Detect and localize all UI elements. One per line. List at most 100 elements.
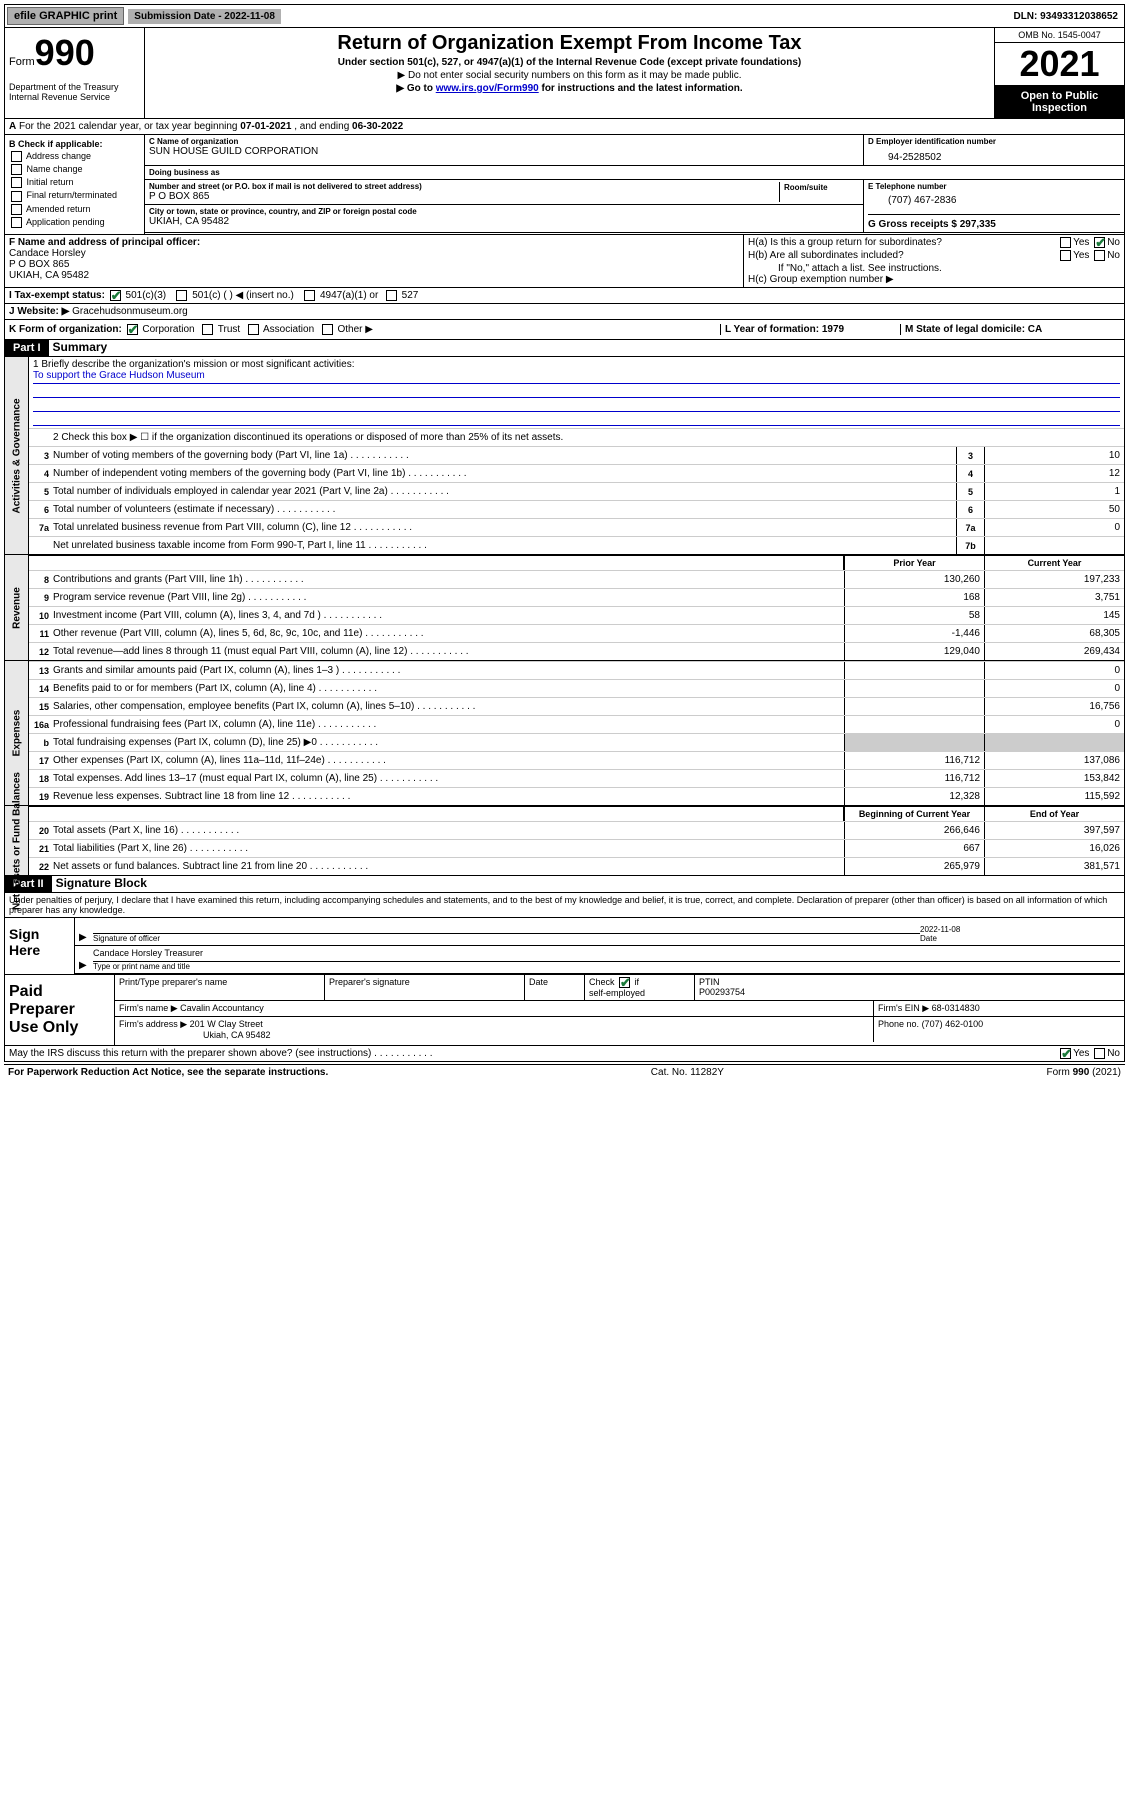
org-name: SUN HOUSE GUILD CORPORATION	[149, 146, 859, 157]
city-label: City or town, state or province, country…	[149, 207, 859, 216]
g-gross: G Gross receipts $ 297,335	[868, 219, 996, 230]
line-text: Contributions and grants (Part VIII, lin…	[53, 573, 844, 586]
cb-trust[interactable]	[202, 324, 213, 335]
firm-ein: 68-0314830	[932, 1003, 980, 1013]
prior-value	[844, 734, 984, 751]
prior-value	[844, 716, 984, 733]
prior-value: 265,979	[844, 858, 984, 875]
dba-row: Doing business as	[145, 166, 1124, 180]
current-value: 269,434	[984, 643, 1124, 660]
phone-value: (707) 467-2836	[868, 191, 1120, 214]
ha-no[interactable]	[1094, 237, 1105, 248]
cb-app-pending[interactable]	[11, 217, 22, 228]
prep-phone: (707) 462-0100	[922, 1019, 984, 1029]
part2-header-row: Part II Signature Block	[4, 876, 1125, 893]
dln-label: DLN: 93493312038652	[1007, 9, 1124, 24]
line-text: Total expenses. Add lines 13–17 (must eq…	[53, 772, 844, 785]
room-suite: Room/suite	[779, 182, 859, 202]
cb-initial-return[interactable]	[11, 177, 22, 188]
side-rev: Revenue	[5, 555, 29, 660]
line-text: Net unrelated business taxable income fr…	[53, 539, 956, 552]
street-value: P O BOX 865	[149, 191, 779, 202]
hb-no[interactable]	[1094, 250, 1105, 261]
cb-corp[interactable]	[127, 324, 138, 335]
header-right: OMB No. 1545-0047 2021 Open to PublicIns…	[994, 28, 1124, 118]
efile-print-button[interactable]: efile GRAPHIC print	[7, 7, 124, 25]
form-header: Form990 Department of the TreasuryIntern…	[4, 28, 1125, 119]
current-value: 0	[984, 662, 1124, 679]
tax-year: 2021	[995, 43, 1124, 86]
officer-name: Candace Horsley	[9, 248, 86, 259]
ha-yes[interactable]	[1060, 237, 1071, 248]
cb-self-employed[interactable]	[619, 977, 630, 988]
officer-addr1: P O BOX 865	[9, 259, 69, 270]
cb-assoc[interactable]	[248, 324, 259, 335]
current-value: 381,571	[984, 858, 1124, 875]
cb-501c[interactable]	[176, 290, 187, 301]
cb-address-change[interactable]	[11, 151, 22, 162]
current-value: 0	[984, 680, 1124, 697]
k-label: K Form of organization:	[9, 324, 122, 335]
d-label: D Employer identification number	[868, 137, 1120, 146]
date-label: Date	[920, 934, 937, 943]
side-gov: Activities & Governance	[5, 357, 29, 554]
opt-assoc: Association	[263, 324, 314, 335]
ptin-label: PTIN	[699, 977, 720, 987]
prior-value: 130,260	[844, 571, 984, 588]
cb-label: Application pending	[26, 217, 105, 227]
discuss-no[interactable]	[1094, 1048, 1105, 1059]
submission-date: Submission Date - 2022-11-08	[128, 9, 281, 24]
row-a-tax-year: A For the 2021 calendar year, or tax yea…	[4, 119, 1125, 135]
discuss-yes[interactable]	[1060, 1048, 1071, 1059]
cb-other[interactable]	[322, 324, 333, 335]
addr-left: Number and street (or P.O. box if mail i…	[145, 180, 864, 232]
ha-label: H(a) Is this a group return for subordin…	[748, 237, 942, 248]
current-value: 3,751	[984, 589, 1124, 606]
cb-527[interactable]	[386, 290, 397, 301]
line-text: Grants and similar amounts paid (Part IX…	[53, 664, 844, 677]
firm-ein-label: Firm's EIN ▶	[878, 1003, 929, 1013]
hb-yes[interactable]	[1060, 250, 1071, 261]
prep-hdr-date: Date	[529, 977, 548, 987]
mission-text: To support the Grace Hudson Museum	[33, 370, 1120, 384]
header-mid: Return of Organization Exempt From Incom…	[145, 28, 994, 118]
i-label: I Tax-exempt status:	[9, 290, 105, 301]
line-text: Number of voting members of the governin…	[53, 449, 956, 462]
line-text: Total fundraising expenses (Part IX, col…	[53, 736, 844, 749]
form-number: 990	[35, 32, 95, 73]
cb-final-return[interactable]	[11, 191, 22, 202]
i-row: I Tax-exempt status: 501(c)(3) 501(c) ( …	[4, 288, 1125, 304]
line-value: 1	[984, 483, 1124, 500]
website-value: Gracehudsonmuseum.org	[72, 306, 188, 317]
cb-label: Amended return	[26, 204, 91, 214]
f-box: F Name and address of principal officer:…	[5, 235, 744, 287]
addr-street-row: Number and street (or P.O. box if mail i…	[145, 180, 863, 205]
line-text: Program service revenue (Part VIII, line…	[53, 591, 844, 604]
footer-left: For Paperwork Reduction Act Notice, see …	[8, 1067, 328, 1078]
sig-officer-label: Signature of officer	[93, 934, 160, 943]
prior-value: 266,646	[844, 822, 984, 839]
form-prefix: Form	[9, 56, 35, 68]
col-cd: C Name of organization SUN HOUSE GUILD C…	[145, 135, 1124, 234]
prior-value: 667	[844, 840, 984, 857]
street-label: Number and street (or P.O. box if mail i…	[149, 182, 779, 191]
cb-4947[interactable]	[304, 290, 315, 301]
current-value: 397,597	[984, 822, 1124, 839]
cb-amended[interactable]	[11, 204, 22, 215]
prep-hdr-name: Print/Type preparer's name	[119, 977, 227, 987]
current-value: 197,233	[984, 571, 1124, 588]
mission-blank	[33, 398, 1120, 412]
opt-501c3: 501(c)(3)	[126, 290, 167, 301]
discuss-text: May the IRS discuss this return with the…	[9, 1048, 1058, 1059]
cb-name-change[interactable]	[11, 164, 22, 175]
irs-link[interactable]: www.irs.gov/Form990	[436, 83, 539, 94]
summary-exp: Expenses 13Grants and similar amounts pa…	[4, 661, 1125, 806]
current-value: 68,305	[984, 625, 1124, 642]
sign-here-label: SignHere	[5, 918, 75, 974]
prior-value: 12,328	[844, 788, 984, 805]
cb-501c3[interactable]	[110, 290, 121, 301]
sig-date-value: 2022-11-08	[920, 925, 1120, 934]
part1-title: Summary	[49, 340, 108, 356]
open-public-badge: Open to PublicInspection	[995, 86, 1124, 118]
part1-header-row: Part I Summary	[4, 340, 1125, 357]
